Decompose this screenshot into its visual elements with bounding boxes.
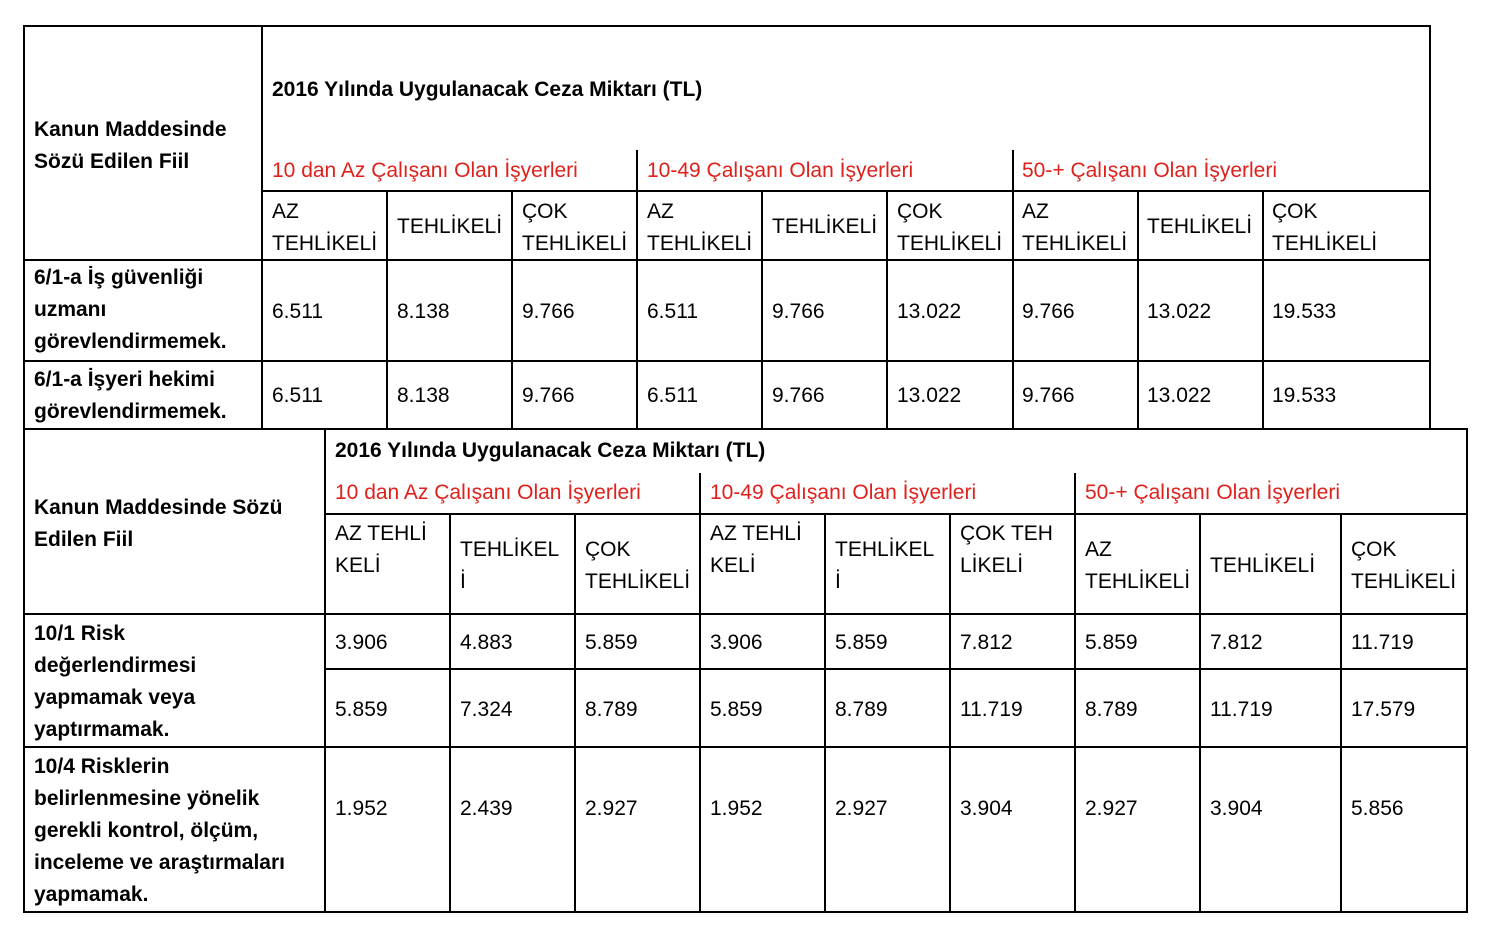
- table1-row1-cell: 9.766: [1022, 300, 1075, 323]
- table1-row1-cell: 19.533: [1272, 300, 1337, 323]
- table2-row1-cell: 11.719: [1351, 631, 1414, 654]
- table1-sub-2: TEHLİKELİ: [397, 215, 503, 238]
- table2-header-rule: [23, 613, 1468, 615]
- table2-row1b-cell: 7.324: [460, 698, 513, 721]
- table2-sub-9: ÇOK TEHLİKELİ: [1351, 538, 1457, 593]
- table2-row2-cell: 1.952: [710, 797, 763, 820]
- table2-border-bottom: [23, 911, 1468, 913]
- table2-row1-cell: 3.906: [335, 631, 388, 654]
- table2-row1b-cell: 8.789: [585, 698, 638, 721]
- table1-border-right: [1429, 25, 1431, 429]
- table1-sub-7: AZ TEHLİKELİ: [1022, 200, 1128, 255]
- table1-row1-cell: 8.138: [397, 300, 450, 323]
- table2-group-3: 50-+ Çalışanı Olan İşyerleri: [1085, 481, 1341, 504]
- table2-row1-cell: 4.883: [460, 631, 513, 654]
- table2-row1-cell: 5.859: [585, 631, 638, 654]
- table2-row1b-cell: 8.789: [1085, 698, 1138, 721]
- table2-row1b-cell: 8.789: [835, 698, 888, 721]
- table1-sub-3: ÇOK TEHLİKELİ: [522, 200, 628, 255]
- table1-row-header: Kanun Maddesinde Sözü Edilen Fiil: [34, 118, 227, 173]
- table1-row2-cell: 13.022: [1147, 384, 1212, 407]
- table1-row2-label: 6/1-a İşyeri hekimi görevlendirmemek.: [34, 368, 227, 423]
- table1-sub-4: AZ TEHLİKELİ: [647, 200, 753, 255]
- table2-sub-2: TEHLİKELİ: [460, 538, 560, 593]
- table2-group-1: 10 dan Az Çalışanı Olan İşyerleri: [335, 481, 641, 504]
- table1-row1-cell: 6.511: [647, 300, 698, 323]
- table2-border-top: [23, 428, 1468, 430]
- table1-group-1: 10 dan Az Çalışanı Olan İşyerleri: [272, 159, 578, 182]
- table2-sub-6: ÇOK TEHLİKELİ: [960, 522, 1053, 577]
- table1-border-left: [23, 25, 25, 429]
- table2-row1-cell: 7.812: [1210, 631, 1263, 654]
- table2-row1b-cell: 5.859: [335, 698, 388, 721]
- table1-row1-label: 6/1-a İş güvenliği uzmanı görevlendirmem…: [34, 266, 227, 353]
- table2-sub-7: AZ TEHLİKELİ: [1085, 538, 1191, 593]
- table1-row2-cell: 13.022: [897, 384, 962, 407]
- table2-row1-cell: 5.859: [1085, 631, 1138, 654]
- table2-row2-cell: 3.904: [1210, 797, 1263, 820]
- table1-group-2: 10-49 Çalışanı Olan İşyerleri: [647, 159, 914, 182]
- table1-header-rule: [23, 259, 1431, 261]
- table2-sub-1: AZ TEHLİKELİ: [335, 522, 427, 577]
- table1-group-3: 50-+ Çalışanı Olan İşyerleri: [1022, 159, 1278, 182]
- table2-border-left: [23, 428, 25, 913]
- table1-row1-cell: 13.022: [1147, 300, 1212, 323]
- table1-row2-cell: 9.766: [772, 384, 825, 407]
- table2-row-header: Kanun Maddesinde Sözü Edilen Fiil: [34, 496, 283, 551]
- table2-sub-8: TEHLİKELİ: [1210, 554, 1316, 577]
- table2-row1-label: 10/1 Risk değerlendirmesi yapmamak veya …: [34, 622, 197, 741]
- table1-sub-9: ÇOK TEHLİKELİ: [1272, 200, 1378, 255]
- table2-title: 2016 Yılında Uygulanacak Ceza Miktarı (T…: [335, 439, 766, 462]
- table1-row1-cell: 6.511: [272, 300, 323, 323]
- table2-row2-cell: 2.927: [835, 797, 888, 820]
- table1-row2-cell: 19.533: [1272, 384, 1337, 407]
- table1-row-rule: [23, 360, 1431, 362]
- table2-group-rule: [325, 513, 1468, 515]
- table1-sub-1: AZ TEHLİKELİ: [272, 200, 378, 255]
- table2-sub-5: TEHLİKELİ: [835, 538, 935, 593]
- table1-row2-cell: 6.511: [647, 384, 698, 407]
- table1-row2-cell: 6.511: [272, 384, 323, 407]
- table2-row1b-cell: 11.719: [1210, 698, 1273, 721]
- table1-row2-cell: 9.766: [1022, 384, 1075, 407]
- table2-group-2: 10-49 Çalışanı Olan İşyerleri: [710, 481, 977, 504]
- table2-row1-cell: 7.812: [960, 631, 1013, 654]
- table2-row-rule: [23, 746, 1468, 748]
- table1-sub-6: ÇOK TEHLİKELİ: [897, 200, 1003, 255]
- table1-row1-cell: 9.766: [772, 300, 825, 323]
- table1-title: 2016 Yılında Uygulanacak Ceza Miktarı (T…: [272, 78, 703, 101]
- table2-row2-cell: 2.927: [585, 797, 638, 820]
- table1-row2-cell: 9.766: [522, 384, 575, 407]
- table2-row1b-cell: 5.859: [710, 698, 763, 721]
- table2-row2-cell: 2.439: [460, 797, 513, 820]
- table1-row2-cell: 8.138: [397, 384, 450, 407]
- table2-border-right: [1466, 428, 1468, 913]
- table2-row1b-cell: 11.719: [960, 698, 1023, 721]
- table2-row1b-cell: 17.579: [1351, 698, 1416, 721]
- table2-sub-4: AZ TEHLİKELİ: [710, 522, 802, 577]
- table1-row1-cell: 13.022: [897, 300, 962, 323]
- table2-row1-cell: 5.859: [835, 631, 888, 654]
- table1-row1-cell: 9.766: [522, 300, 575, 323]
- table1-group-rule: [262, 190, 1431, 192]
- table2-row2-label: 10/4 Risklerin belirlenmesine yönelik ge…: [34, 755, 285, 906]
- table2-row2-cell: 1.952: [335, 797, 388, 820]
- table2-row1-cell: 3.906: [710, 631, 763, 654]
- table1-sub-8: TEHLİKELİ: [1147, 215, 1253, 238]
- table2-sub-3: ÇOK TEHLİKELİ: [585, 538, 691, 593]
- table2-row2-cell: 5.856: [1351, 797, 1404, 820]
- table1-border-top: [23, 25, 1431, 27]
- table2-row2-cell: 2.927: [1085, 797, 1138, 820]
- table1-sub-5: TEHLİKELİ: [772, 215, 878, 238]
- table2-row2-cell: 3.904: [960, 797, 1013, 820]
